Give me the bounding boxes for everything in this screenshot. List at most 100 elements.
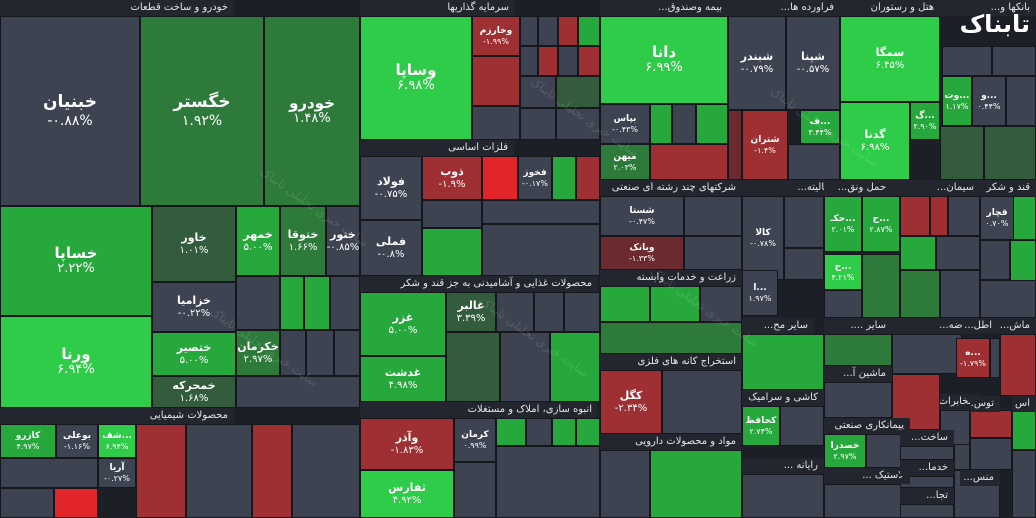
stock-cell[interactable]: خگستر ۱.۹۲% [140, 16, 264, 206]
treemap-tile[interactable] [742, 334, 824, 390]
treemap-tile[interactable] [600, 450, 650, 518]
treemap-tile[interactable] [482, 224, 600, 276]
sector-header[interactable]: ماش... [998, 318, 1036, 334]
stock-cell[interactable]: دانا ۶.۹۹% [600, 16, 728, 104]
sector-header[interactable]: حمل ونق... [824, 180, 892, 196]
treemap-tile[interactable] [930, 196, 948, 236]
treemap-tile[interactable] [600, 322, 742, 354]
treemap-tile[interactable] [980, 280, 1036, 318]
stock-cell[interactable]: گ... ۲.۹۰% [910, 102, 940, 140]
treemap-tile[interactable] [252, 424, 292, 518]
treemap-tile[interactable] [482, 156, 518, 200]
treemap-tile[interactable] [446, 332, 500, 402]
treemap-tile[interactable] [824, 334, 892, 366]
sector-header[interactable]: فعالیته... [742, 180, 840, 196]
treemap-tile[interactable] [538, 16, 558, 46]
stock-cell[interactable]: وساپا ۶.۹۸% [360, 16, 472, 140]
treemap-tile[interactable] [970, 410, 1012, 438]
treemap-tile[interactable] [472, 106, 520, 140]
stock-cell[interactable]: ختوقا ۱.۶۶% [280, 206, 326, 276]
treemap-tile[interactable] [558, 46, 578, 76]
stock-cell[interactable]: شف... ۶.۹۴% [98, 424, 136, 458]
treemap-tile[interactable] [552, 418, 576, 446]
treemap-tile[interactable] [556, 76, 600, 108]
stock-cell[interactable]: کحافظ ۲.۷۴% [742, 406, 780, 446]
stock-cell[interactable]: آریا -۰.۲۷% [98, 458, 136, 488]
treemap-tile[interactable] [520, 16, 538, 46]
treemap-tile[interactable] [936, 236, 980, 270]
treemap-tile[interactable] [784, 196, 824, 248]
treemap-tile[interactable] [500, 332, 550, 402]
treemap-tile[interactable] [900, 236, 936, 270]
stock-cell[interactable]: ح... ۲.۸۷% [862, 196, 900, 252]
sector-header[interactable]: منس... [960, 470, 1000, 486]
treemap-tile[interactable] [578, 46, 600, 76]
treemap-tile[interactable] [900, 446, 954, 460]
stock-cell[interactable]: ا... ۱.۹۷% [742, 270, 778, 316]
sector-header[interactable]: خدما... [900, 460, 954, 476]
sector-header[interactable]: سرمایه گذاریها [360, 0, 515, 16]
treemap-tile[interactable] [970, 438, 1012, 470]
stock-cell[interactable]: گدنا ۶.۹۸% [840, 102, 910, 180]
treemap-tile[interactable] [696, 104, 728, 144]
treemap-tile[interactable] [54, 488, 98, 518]
sector-header[interactable]: سایر .... [824, 318, 892, 334]
treemap-tile[interactable] [0, 458, 98, 488]
sector-header[interactable]: شرکتهای چند رشته ای صنعتی [600, 180, 742, 196]
treemap-tile[interactable] [550, 332, 600, 402]
treemap-tile[interactable] [1000, 334, 1036, 396]
treemap-tile[interactable] [576, 156, 600, 200]
treemap-tile[interactable] [992, 46, 1036, 76]
sector-header[interactable]: سیمان... [892, 180, 980, 196]
stock-cell[interactable]: شبندر -۰.۷۹% [728, 16, 786, 110]
treemap-tile[interactable] [186, 424, 252, 518]
treemap-tile[interactable] [496, 292, 534, 332]
sector-header[interactable]: بیمه وصندوق... [600, 0, 728, 16]
sector-header[interactable]: قند و شکر [980, 180, 1036, 196]
stock-cell[interactable]: شتران -۱.۴% [742, 110, 788, 180]
stock-cell[interactable]: شپنا -۰.۵۷% [786, 16, 840, 110]
stock-cell[interactable]: غالبر ۳.۳۹% [446, 292, 496, 332]
stock-cell[interactable]: وبانک -۱.۳۳% [600, 236, 684, 270]
treemap-tile[interactable] [0, 488, 54, 518]
treemap-tile[interactable] [472, 56, 520, 106]
stock-cell[interactable]: کرمان ۰.۹۹% [454, 418, 496, 462]
sector-header[interactable]: فلزات اساسی [360, 140, 514, 156]
treemap-tile[interactable] [900, 196, 930, 236]
treemap-tile[interactable] [534, 292, 564, 332]
sector-header[interactable]: ساخت... [900, 430, 954, 446]
treemap-tile[interactable] [650, 286, 700, 322]
sector-header[interactable]: بانکها و... [940, 0, 1036, 16]
sector-header[interactable]: مواد و محصولات دارویی [600, 434, 742, 450]
treemap-tile[interactable] [1010, 240, 1036, 284]
stock-cell[interactable]: کالا -۰.۷۸% [742, 196, 784, 280]
treemap-tile[interactable] [990, 338, 1000, 378]
sector-header[interactable]: کاشی و سرامیک [742, 390, 824, 406]
stock-cell[interactable]: و... ۰.۴۴% [972, 76, 1006, 126]
treemap-tile[interactable] [1012, 410, 1036, 450]
stock-cell[interactable]: ه... -۱.۷۹% [956, 338, 990, 378]
treemap-tile[interactable] [940, 270, 980, 318]
treemap-tile[interactable] [292, 424, 360, 518]
stock-cell[interactable]: ورنا ۶.۹۴% [0, 316, 152, 408]
treemap-tile[interactable] [650, 144, 728, 180]
treemap-tile[interactable] [496, 418, 526, 446]
treemap-tile[interactable] [236, 376, 360, 408]
sector-header[interactable]: اطل... [962, 318, 998, 334]
treemap-tile[interactable] [728, 110, 742, 180]
stock-cell[interactable]: شستا -۰.۴۷% [600, 196, 684, 236]
stock-cell[interactable]: بپاس -۰.۴۳% [600, 104, 650, 144]
treemap-tile[interactable] [330, 276, 360, 330]
stock-cell[interactable]: خمحرکه ۱.۶۸% [152, 376, 236, 408]
treemap-tile[interactable] [892, 334, 962, 374]
treemap-tile[interactable] [954, 444, 970, 470]
treemap-tile[interactable] [942, 46, 992, 76]
treemap-tile[interactable] [538, 46, 558, 76]
stock-cell[interactable]: خصدرا ۲.۹۷% [824, 434, 866, 468]
stock-cell[interactable]: خزامیا -۰.۲۲% [152, 282, 236, 332]
treemap-tile[interactable] [824, 382, 892, 418]
treemap-tile[interactable] [824, 290, 862, 318]
stock-cell[interactable]: خمهر ۵.۰۰% [236, 206, 280, 276]
treemap-tile[interactable] [578, 16, 600, 46]
treemap-tile[interactable] [824, 484, 910, 518]
